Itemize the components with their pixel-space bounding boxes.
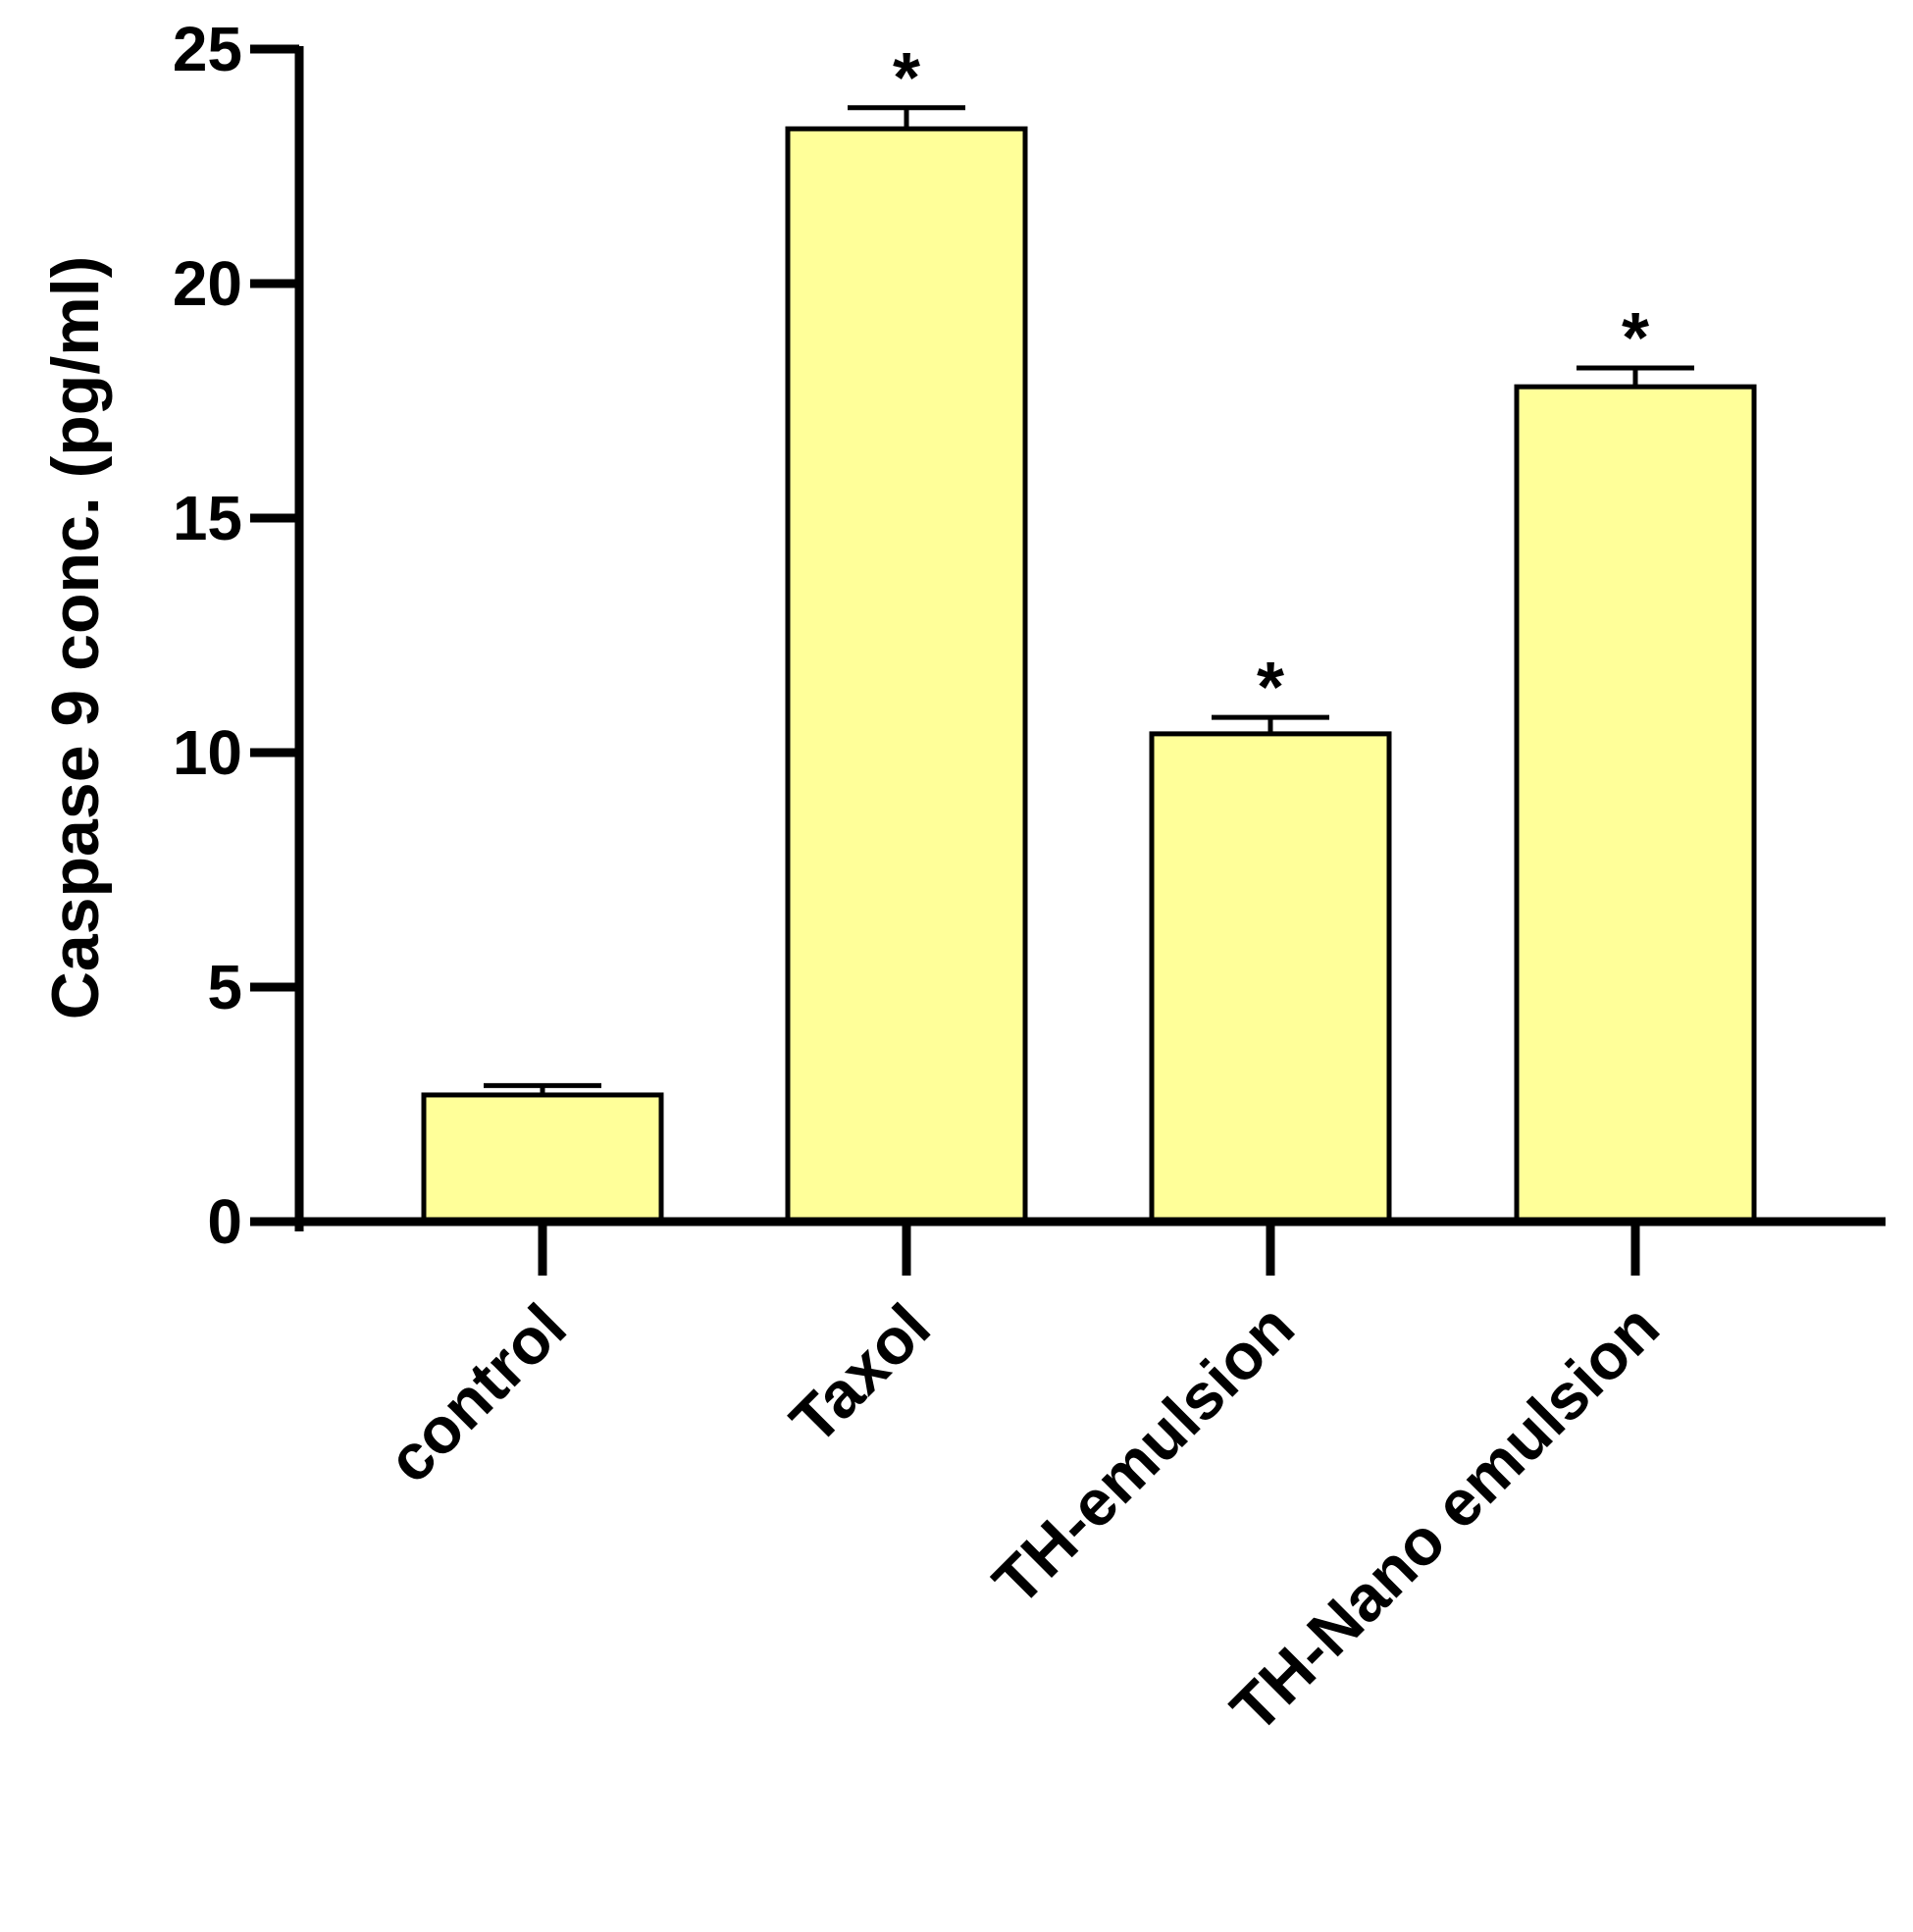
bar-th-emulsion [1149, 731, 1392, 1225]
axes-group [250, 46, 1886, 1231]
x-tick-label-taxol: Taxol [776, 1290, 944, 1458]
y-tick-label: 10 [173, 717, 242, 788]
x-tick-label-control: control [373, 1290, 579, 1496]
significance-star: * [1622, 299, 1649, 378]
y-ticks-group: 0 5 10 15 20 25 [173, 14, 299, 1257]
y-axis-title: Caspase 9 conc. (pg/ml) [38, 256, 113, 1019]
y-tick-label: 0 [207, 1186, 242, 1257]
y-tick-label: 5 [207, 952, 242, 1022]
annotations-group: * * * [893, 39, 1649, 727]
error-bars-group [484, 105, 1694, 1095]
y-tick-label: 25 [173, 14, 242, 84]
significance-star: * [1257, 649, 1284, 727]
y-axis-label-group: Caspase 9 conc. (pg/ml) [38, 256, 113, 1019]
x-tick-label-th-emulsion: TH-emulsion [979, 1290, 1308, 1619]
bar-th-nano-emulsion [1514, 384, 1757, 1225]
y-tick-label: 15 [173, 483, 242, 553]
significance-star: * [893, 39, 920, 118]
bar-control [421, 1092, 664, 1225]
bars-group [421, 126, 1757, 1225]
bar-taxol [785, 126, 1028, 1225]
y-tick-label: 20 [173, 248, 242, 319]
